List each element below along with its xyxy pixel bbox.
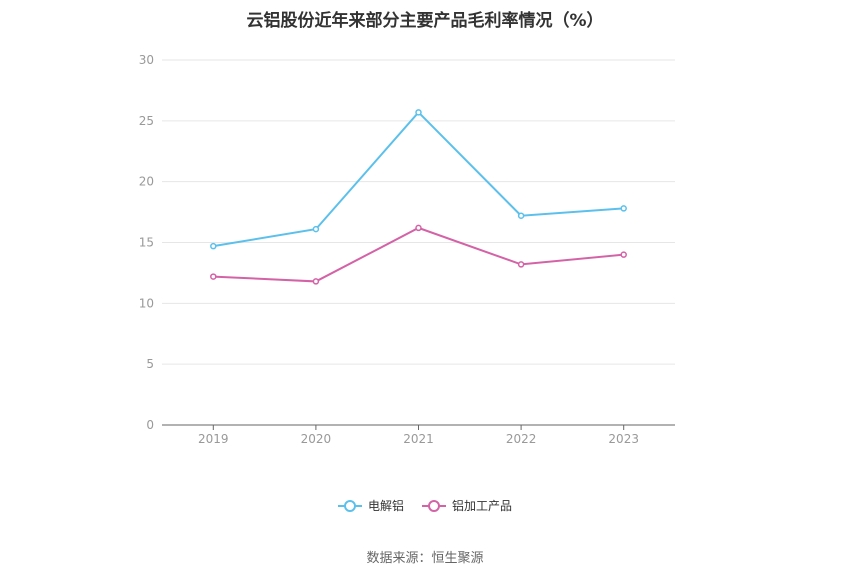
data-point [620,205,627,212]
x-tick-label: 2023 [608,432,639,446]
y-tick-label: 30 [139,53,154,67]
chart-title: 云铝股份近年来部分主要产品毛利率情况（%） [246,11,604,31]
legend-marker-icon [422,499,446,512]
x-tick-label: 2019 [198,432,229,446]
x-tick-label: 2021 [403,432,434,446]
legend-item-series-2[interactable]: 铝加工产品 [422,497,512,514]
legend-label: 电解铝 [367,499,404,513]
legend-label: 铝加工产品 [452,499,513,513]
y-tick-label: 15 [139,236,154,250]
data-point [517,261,525,268]
y-tick-label: 20 [139,175,154,189]
data-point [210,242,217,250]
data-point [517,212,525,219]
data-point [312,225,320,233]
legend-marker-icon [337,499,362,512]
y-tick-label: 10 [139,296,154,310]
legend: 电解铝 铝加工产品 [0,497,850,514]
data-source: 数据来源：恒生聚源 [366,551,484,566]
x-tick-label: 2020 [301,432,332,446]
data-point [210,273,217,280]
data-point [415,224,422,232]
data-point [312,278,320,285]
legend-item-series-1[interactable]: 电解铝 [337,497,404,514]
data-point [415,109,422,116]
y-tick-label: 5 [146,357,154,371]
y-tick-label: 25 [139,114,154,128]
data-point [620,251,627,258]
y-tick-label: 0 [146,418,154,432]
x-tick-label: 2022 [506,432,537,446]
